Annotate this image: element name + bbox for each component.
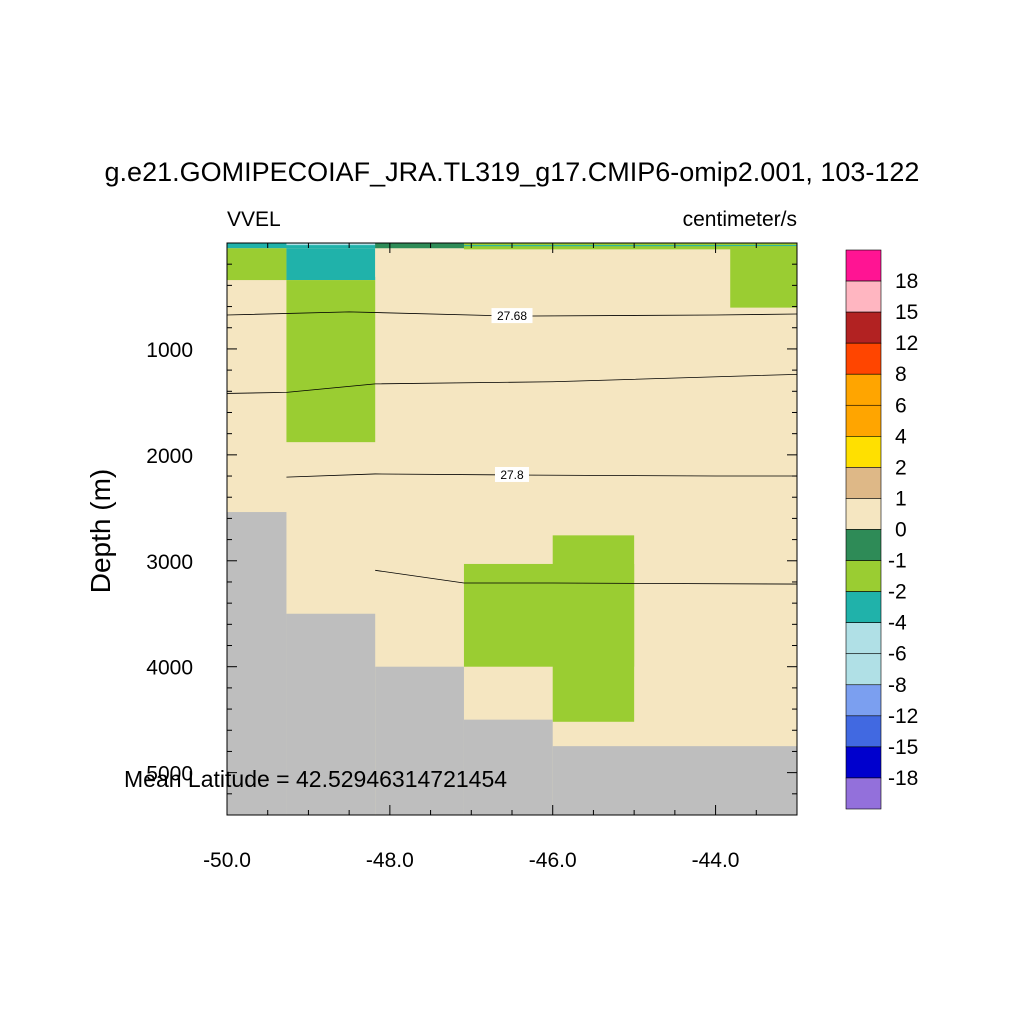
colorbar-label: 15 <box>895 301 918 324</box>
colorbar-label: -18 <box>888 767 918 790</box>
field-cell-4 <box>227 248 287 281</box>
x-tick-label: -50.0 <box>203 849 251 872</box>
variable-label: VVEL <box>227 208 281 231</box>
y-tick-label: 3000 <box>146 551 193 574</box>
colorbar-box-6 <box>845 436 882 468</box>
colorbar-label: 2 <box>895 456 907 479</box>
colorbar-label: -4 <box>888 612 907 635</box>
field-cell-11 <box>552 535 635 722</box>
field-cell-7 <box>286 280 376 443</box>
field-cell-6 <box>375 248 464 277</box>
colorbar-box-14 <box>845 684 882 717</box>
colorbar-label: -6 <box>888 643 907 666</box>
colorbar-box-0 <box>845 249 882 282</box>
colorbar-box-9 <box>845 529 882 561</box>
colorbar-label: 8 <box>895 363 907 386</box>
colorbar-box-16 <box>845 746 882 779</box>
x-tick-label: -44.0 <box>692 849 740 872</box>
colorbar-box-4 <box>845 373 882 406</box>
contour-label-bg-2 <box>495 466 529 482</box>
colorbar-box-2 <box>845 311 882 344</box>
field-cell-1 <box>286 243 376 246</box>
contour-label-0: 27.68 <box>497 309 527 323</box>
colorbar-label: 4 <box>895 425 907 448</box>
chart-title: g.e21.GOMIPECOIAF_JRA.TL319_g17.CMIP6-om… <box>105 157 920 187</box>
y-tick-label: 4000 <box>146 657 193 680</box>
colorbar-box-7 <box>845 467 882 499</box>
field-cell-8 <box>463 246 797 250</box>
colorbar-label: -8 <box>888 674 907 697</box>
land-step-1 <box>286 613 376 815</box>
land-step-2 <box>375 666 464 815</box>
y-axis-label: Depth (m) <box>85 469 116 593</box>
colorbar-label: -15 <box>888 736 918 759</box>
colorbar-box-10 <box>845 560 882 592</box>
field-cell-9 <box>730 246 797 308</box>
colorbar-box-11 <box>845 591 882 623</box>
colorbar-box-3 <box>845 342 882 375</box>
colorbar-box-5 <box>845 404 882 437</box>
mean-latitude-note: Mean Latitude = 42.52946314721454 <box>124 766 507 792</box>
colorbar-box-13 <box>845 653 882 686</box>
colorbar-label: -2 <box>888 581 907 604</box>
land-step-4 <box>552 746 797 815</box>
colorbar-label: -1 <box>888 550 907 573</box>
colorbar-box-15 <box>845 715 882 748</box>
colorbar-label: 0 <box>895 519 907 542</box>
axes: -50.0 -48.0 -46.0 -44.0 1000 2000 3000 4000 5000 <box>146 242 798 872</box>
colorbar-label: 12 <box>895 332 918 355</box>
colorbar-box-1 <box>845 280 882 313</box>
colorbar-label: -12 <box>888 705 918 728</box>
contour-label-bg-0 <box>491 308 533 324</box>
colorbar-box-8 <box>845 498 882 530</box>
units-label: centimeter/s <box>683 208 797 231</box>
plot-area: 27.68 27.8 <box>226 243 798 815</box>
field-cell-3 <box>375 243 464 249</box>
colorbar: 18 15 12 8 6 4 2 1 0 -1 -2 -4 -6 -8 -12 -15 -18 <box>845 249 918 810</box>
contour-line-1 <box>226 373 798 394</box>
colorbar-box-12 <box>845 622 882 655</box>
y-tick-label: 2000 <box>146 445 193 468</box>
colorbar-label: 18 <box>895 270 918 293</box>
field-cell-5 <box>286 248 376 281</box>
contour-line-3 <box>375 569 798 585</box>
colorbar-box-17 <box>845 777 882 810</box>
land-step-0 <box>227 512 287 815</box>
colorbar-label: 1 <box>895 487 907 510</box>
colorbar-label: 6 <box>895 394 907 417</box>
contour-label-2: 27.8 <box>500 468 524 482</box>
land-step-3 <box>463 719 553 815</box>
x-tick-label: -46.0 <box>529 849 577 872</box>
field-cell-2 <box>463 243 797 246</box>
y-tick-label: 5000 <box>146 763 193 786</box>
y-tick-label: 1000 <box>146 339 193 362</box>
x-tick-label: -48.0 <box>366 849 414 872</box>
